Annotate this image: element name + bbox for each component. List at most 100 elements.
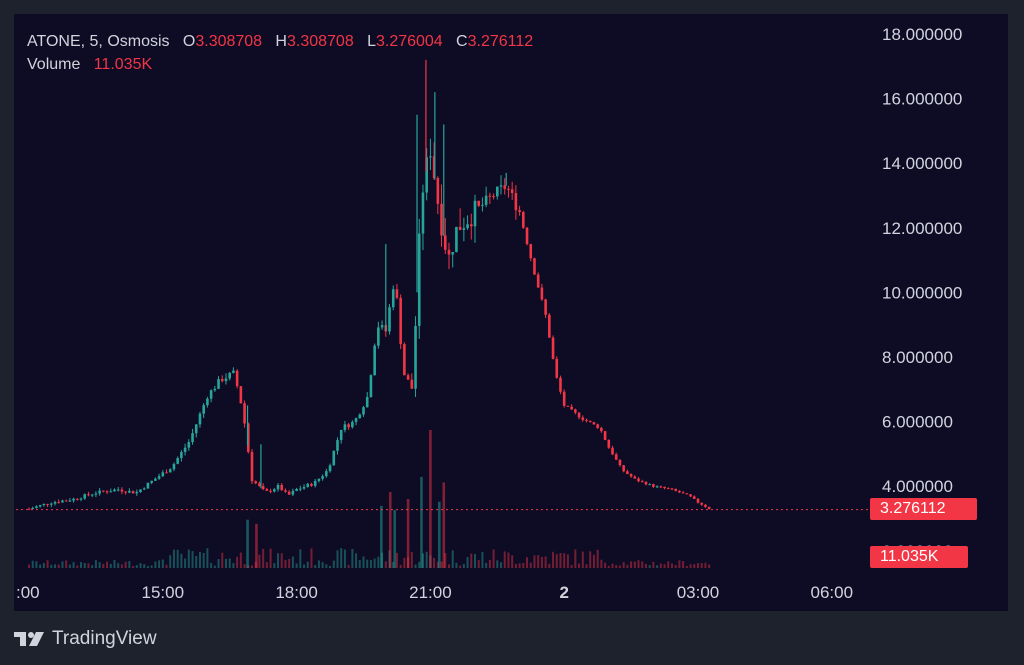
volume-bar bbox=[522, 563, 525, 568]
candle-body bbox=[540, 287, 544, 300]
candle-body bbox=[488, 195, 492, 197]
candle-body bbox=[533, 258, 536, 275]
volume-bar bbox=[477, 560, 480, 568]
volume-bar bbox=[39, 564, 42, 568]
candle-layer bbox=[27, 59, 711, 510]
candle-body bbox=[310, 483, 313, 486]
volume-bar bbox=[403, 557, 406, 568]
candle-body bbox=[566, 405, 570, 407]
volume-bar-tall bbox=[380, 505, 383, 568]
volume-bar bbox=[228, 558, 231, 568]
candle-body bbox=[146, 482, 150, 489]
candle-body bbox=[358, 414, 362, 419]
candle-body bbox=[243, 403, 246, 424]
candle-body bbox=[704, 504, 707, 507]
volume-bar bbox=[314, 565, 317, 568]
volume-bar bbox=[514, 563, 517, 568]
volume-bar bbox=[343, 549, 346, 568]
price-tick-label: 12.000000 bbox=[882, 219, 962, 238]
time-axis[interactable]: :00 15:00 18:00 21:00 2 03:00 06:00 bbox=[16, 583, 853, 602]
candle-body bbox=[347, 424, 350, 428]
volume-bar bbox=[180, 553, 183, 568]
candle-body bbox=[154, 478, 157, 481]
volume-bar bbox=[529, 562, 532, 568]
volume-bar bbox=[377, 556, 380, 568]
volume-bar bbox=[451, 550, 454, 568]
volume-bar bbox=[176, 549, 179, 568]
volume-bar bbox=[492, 549, 495, 568]
volume-bar bbox=[533, 555, 536, 568]
candle-body bbox=[313, 480, 317, 486]
candle-body bbox=[76, 498, 79, 500]
volume-bar bbox=[596, 549, 599, 568]
candle-body bbox=[522, 212, 525, 228]
volume-bar bbox=[158, 560, 161, 568]
candle-body bbox=[228, 372, 231, 379]
candle-body bbox=[458, 226, 462, 230]
candle-body bbox=[321, 476, 324, 479]
candle-body bbox=[425, 157, 428, 193]
candle-body bbox=[168, 469, 172, 473]
candle-body bbox=[644, 481, 648, 485]
candle-body bbox=[306, 483, 310, 487]
volume-bar bbox=[325, 564, 328, 568]
volume-bar bbox=[563, 553, 566, 568]
volume-bar bbox=[206, 548, 209, 568]
candle-body bbox=[57, 502, 61, 504]
volume-label[interactable]: Volume bbox=[27, 56, 81, 73]
candle-body bbox=[64, 500, 68, 502]
candle-body bbox=[403, 344, 406, 376]
candle-body bbox=[265, 489, 269, 491]
volume-bar bbox=[425, 551, 428, 568]
volume-bar bbox=[630, 561, 633, 568]
volume-bar bbox=[518, 563, 521, 568]
volume-bar bbox=[221, 552, 224, 568]
volume-bar bbox=[321, 562, 324, 568]
candle-body bbox=[417, 233, 421, 326]
volume-bar bbox=[98, 562, 101, 568]
candle-body bbox=[574, 409, 577, 413]
volume-bar bbox=[369, 560, 372, 568]
candle-body bbox=[332, 450, 336, 466]
candle-body bbox=[637, 478, 640, 482]
candle-body bbox=[451, 252, 454, 255]
volume-bar bbox=[143, 564, 146, 568]
volume-bar bbox=[351, 548, 354, 568]
volume-bar bbox=[689, 564, 692, 568]
candle-body bbox=[510, 189, 514, 194]
candle-body bbox=[477, 200, 481, 206]
candle-body bbox=[681, 492, 685, 494]
candle-body bbox=[518, 210, 521, 213]
candle-body bbox=[447, 249, 451, 255]
candle-body bbox=[555, 358, 559, 378]
volume-bar bbox=[329, 565, 332, 568]
volume-bar bbox=[224, 558, 227, 568]
volume-bar bbox=[332, 560, 335, 568]
volume-bar bbox=[288, 558, 291, 568]
candle-body bbox=[659, 486, 663, 488]
volume-bar bbox=[615, 565, 618, 568]
candle-body bbox=[61, 500, 64, 503]
tradingview-footer[interactable]: TradingView bbox=[14, 626, 157, 652]
candle-body bbox=[395, 289, 399, 298]
volume-bar bbox=[459, 565, 462, 568]
volume-bar bbox=[418, 561, 421, 568]
volume-bar bbox=[559, 553, 562, 568]
candle-body bbox=[391, 289, 395, 308]
symbol-label[interactable]: ATONE, 5, Osmosis bbox=[27, 33, 170, 50]
volume-bar bbox=[232, 563, 235, 568]
volume-bar bbox=[336, 550, 339, 568]
volume-bar bbox=[355, 553, 358, 568]
volume-bar bbox=[652, 561, 655, 568]
volume-bar bbox=[184, 558, 187, 568]
volume-bar bbox=[496, 560, 499, 568]
candle-body bbox=[83, 494, 87, 499]
volume-bar bbox=[436, 561, 439, 568]
chart-panel[interactable] bbox=[14, 14, 1008, 611]
price-axis[interactable]: 18.000000 16.000000 14.000000 12.000000 10.0… bbox=[882, 25, 962, 561]
volume-bar bbox=[117, 563, 120, 568]
volume-bar bbox=[210, 562, 213, 568]
volume-bar bbox=[641, 561, 644, 568]
candle-body bbox=[503, 185, 507, 189]
candle-body bbox=[388, 307, 391, 332]
